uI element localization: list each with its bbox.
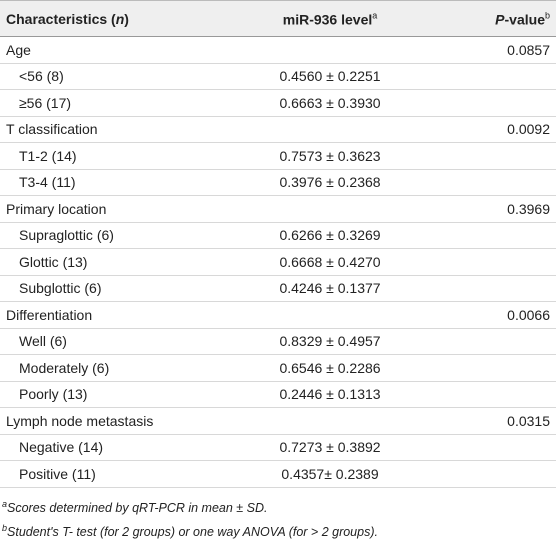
sub-label: T1-2 (14) bbox=[19, 147, 77, 164]
sub-label: ≥56 (17) bbox=[19, 94, 72, 111]
sub-label: T3-4 (11) bbox=[19, 174, 76, 191]
sub-row: Subglottic (6) 0.4246 ± 0.1377 bbox=[0, 276, 556, 302]
level-value: 0.8329 ± 0.4957 bbox=[279, 333, 381, 350]
header-text: ) bbox=[124, 10, 129, 27]
footnote-text: Student's T- test (for 2 groups) or one … bbox=[7, 524, 378, 539]
group-row: Age 0.0857 bbox=[0, 37, 556, 64]
level-value: 0.6663 ± 0.3930 bbox=[279, 94, 381, 111]
header-text: -value bbox=[504, 10, 545, 27]
sub-row: Moderately (6) 0.6546 ± 0.2286 bbox=[0, 355, 556, 382]
level-value: 0.6668 ± 0.4270 bbox=[279, 253, 381, 270]
level-value: 0.6266 ± 0.3269 bbox=[279, 227, 381, 244]
header-cell: P-valueb bbox=[495, 10, 550, 27]
sub-label: Moderately (6) bbox=[19, 359, 110, 376]
group-label: Lymph node metastasis bbox=[6, 412, 154, 429]
sub-row: Glottic (13) 0.6668 ± 0.4270 bbox=[0, 249, 556, 276]
sub-label: Negative (14) bbox=[19, 439, 104, 456]
sub-label: Subglottic (6) bbox=[19, 280, 102, 297]
sub-label: <56 (8) bbox=[19, 68, 64, 85]
group-label: Age bbox=[6, 41, 31, 58]
group-label: T classification bbox=[6, 121, 98, 138]
sub-row: <56 (8) 0.4560 ± 0.2251 bbox=[0, 64, 556, 90]
header-row: Characteristics (n) miR-936 levela P-val… bbox=[0, 0, 556, 37]
sub-label: Poorly (13) bbox=[19, 386, 88, 403]
group-label: Primary location bbox=[6, 200, 107, 217]
footnote-mark: b bbox=[544, 10, 550, 21]
level-value: 0.7273 ± 0.3892 bbox=[279, 439, 381, 456]
level-value: 0.4357± 0.2389 bbox=[281, 465, 379, 482]
header-text: miR-936 level bbox=[282, 10, 373, 27]
p-value: 0.0315 bbox=[507, 412, 550, 429]
sub-row: Supraglottic (6) 0.6266 ± 0.3269 bbox=[0, 223, 556, 249]
footnote: bStudent's T- test (for 2 groups) or one… bbox=[2, 518, 556, 542]
sub-row: ≥56 (17) 0.6663 ± 0.3930 bbox=[0, 90, 556, 117]
sub-row: Well (6) 0.8329 ± 0.4957 bbox=[0, 329, 556, 355]
sub-label: Positive (11) bbox=[19, 465, 96, 482]
sub-row: Positive (11) 0.4357± 0.2389 bbox=[0, 461, 556, 488]
sub-label: Well (6) bbox=[19, 333, 67, 350]
sub-label: Supraglottic (6) bbox=[19, 227, 114, 244]
sub-row: Negative (14) 0.7273 ± 0.3892 bbox=[0, 435, 556, 461]
footnote: aScores determined by qRT-PCR in mean ± … bbox=[2, 494, 556, 518]
level-value: 0.6546 ± 0.2286 bbox=[279, 359, 381, 376]
header-text: Characteristics ( bbox=[6, 10, 116, 27]
header-cell: miR-936 levela bbox=[283, 10, 378, 27]
header-italic: P bbox=[495, 10, 505, 27]
footnote-mark: a bbox=[372, 10, 378, 21]
p-value: 0.0857 bbox=[507, 41, 550, 58]
p-value: 0.0092 bbox=[507, 121, 550, 138]
p-value: 0.3969 bbox=[507, 200, 550, 217]
group-row: Primary location 0.3969 bbox=[0, 196, 556, 223]
level-value: 0.2446 ± 0.1313 bbox=[279, 386, 381, 403]
level-value: 0.3976 ± 0.2368 bbox=[279, 174, 381, 191]
footnotes: aScores determined by qRT-PCR in mean ± … bbox=[0, 494, 556, 542]
header-cell: Characteristics (n) bbox=[6, 11, 129, 27]
table: Characteristics (n) miR-936 levela P-val… bbox=[0, 0, 556, 488]
group-row: T classification 0.0092 bbox=[0, 117, 556, 143]
footnote-text: Scores determined by qRT-PCR in mean ± S… bbox=[7, 500, 268, 515]
sub-row: T3-4 (11) 0.3976 ± 0.2368 bbox=[0, 170, 556, 196]
sub-row: Poorly (13) 0.2446 ± 0.1313 bbox=[0, 382, 556, 408]
p-value: 0.0066 bbox=[507, 306, 550, 323]
level-value: 0.4560 ± 0.2251 bbox=[279, 68, 381, 85]
footnote-mark: b bbox=[2, 522, 8, 533]
group-row: Differentiation 0.0066 bbox=[0, 302, 556, 329]
group-label: Differentiation bbox=[6, 306, 93, 323]
sub-row: T1-2 (14) 0.7573 ± 0.3623 bbox=[0, 143, 556, 170]
footnote-mark: a bbox=[2, 498, 8, 509]
group-row: Lymph node metastasis 0.0315 bbox=[0, 408, 556, 435]
sub-label: Glottic (13) bbox=[19, 253, 88, 270]
header-italic: n bbox=[115, 10, 125, 27]
level-value: 0.7573 ± 0.3623 bbox=[279, 147, 381, 164]
level-value: 0.4246 ± 0.1377 bbox=[279, 280, 381, 297]
